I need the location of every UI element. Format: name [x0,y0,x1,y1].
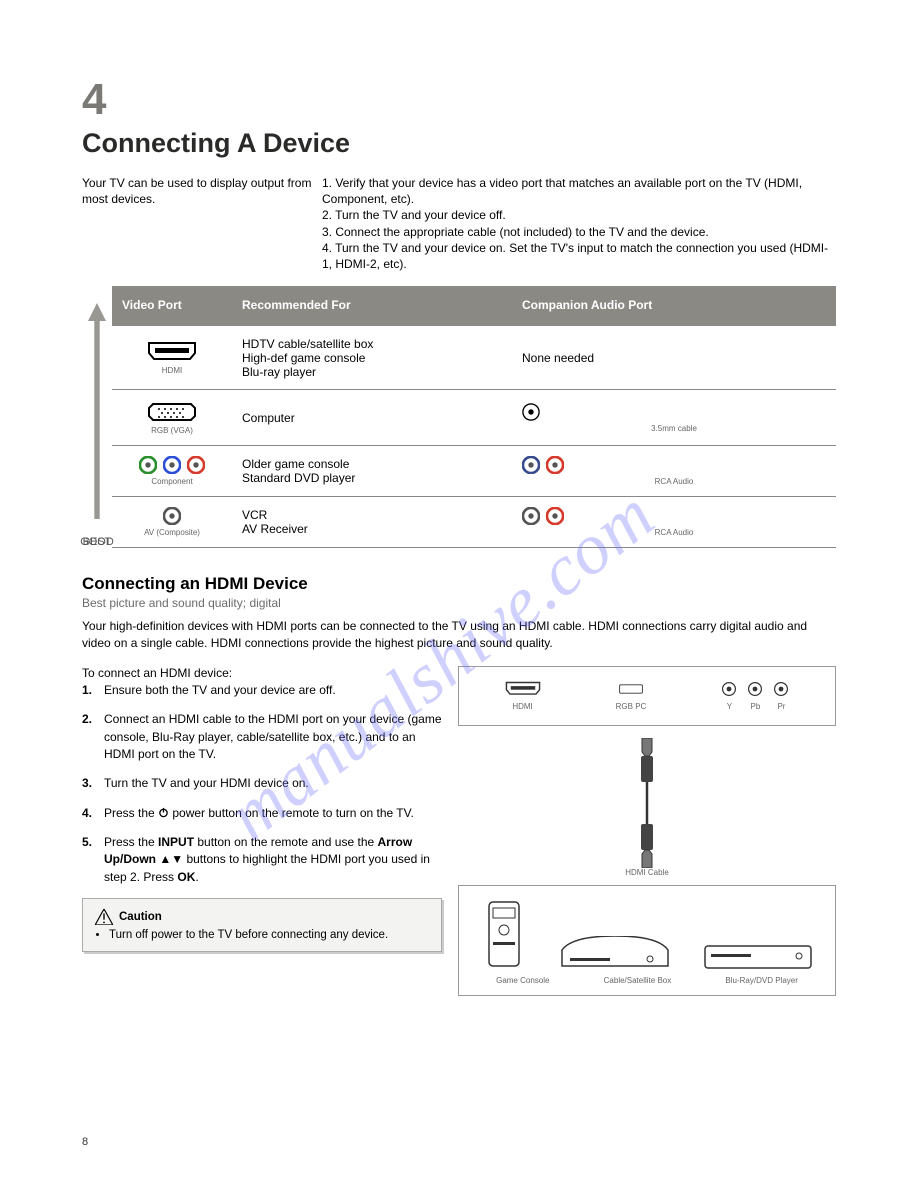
table-row: HDMI HDTV cable/satellite box High-def g… [112,326,836,390]
rca-icon [546,507,564,525]
steps-list: 1.Ensure both the TV and your device are… [82,682,442,887]
vga-icon [147,401,197,423]
th-port: Video Port [112,286,232,326]
section-title: Connecting an HDMI Device [82,574,836,594]
hdmi-cable-diagram: HDMI Cable [458,738,836,877]
rca-icon [522,507,540,525]
rca-icon [546,456,564,474]
hdmi-icon [147,341,197,363]
page-number: 8 [82,1136,88,1148]
warning-icon [95,909,113,925]
connection-table: Video Port Recommended For Companion Aud… [112,286,836,548]
chapter-number: 4 [82,78,836,122]
caution-box: Caution Turn off power to the TV before … [82,898,442,952]
intro-body-3: Connect the appropriate cable (not inclu… [335,225,708,239]
rca-icon [163,456,181,474]
intro-body-1: Verify that your device has a video port… [322,176,802,206]
chapter-title: Connecting A Device [82,128,836,159]
port-panel-diagram: HDMI RGB PC Y Pb Pr [458,666,836,726]
table-row: AV (Composite) VCR AV Receiver RCA Audio [112,496,836,547]
section-body: Your high-definition devices with HDMI p… [82,618,836,652]
intro-body-4: Turn the TV and your device on. Set the … [322,241,828,271]
rca-icon [187,456,205,474]
power-icon [158,807,169,818]
rca-icon [163,507,181,525]
table-row: Component Older game console Standard DV… [112,445,836,496]
th-audio: Companion Audio Port [512,286,836,326]
section-sub: Best picture and sound quality; digital [82,596,836,610]
intro-lead: Your TV can be used to display output fr… [82,175,322,272]
quality-arrow: BEST GOOD [82,286,112,548]
devices-diagram: Game ConsoleCable/Satellite BoxBlu-Ray/D… [458,885,836,996]
rca-icon [522,456,540,474]
connect-heading: To connect an HDMI device: [82,666,442,680]
intro-body-2: Turn the TV and your device off. [335,208,506,222]
table-row: RGB (VGA) Computer 3.5mm cable [112,390,836,446]
arrows-icon: ▲▼ [159,852,183,866]
rca-icon [139,456,157,474]
th-rec: Recommended For [232,286,512,326]
mini-jack-icon [522,403,540,421]
